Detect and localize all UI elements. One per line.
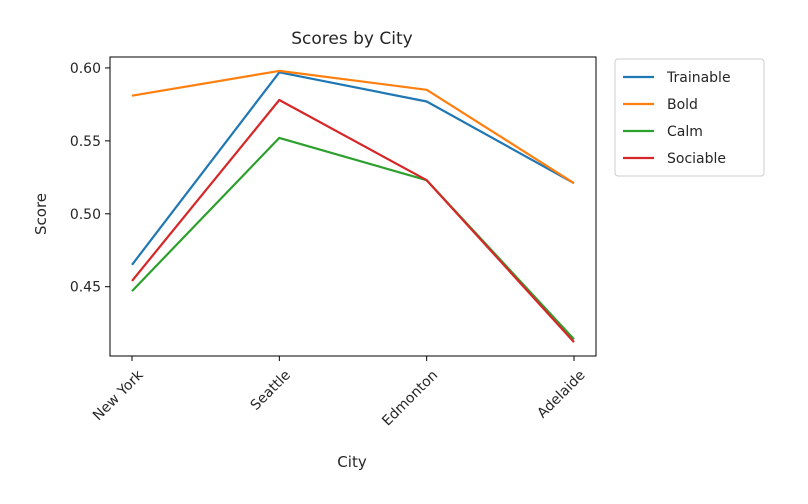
x-tick-label: Adelaide (534, 367, 588, 421)
series-line-bold (131, 69, 575, 185)
series-line-sociable (131, 98, 575, 343)
series-line-calm (131, 136, 575, 340)
x-axis: New York Seattle Edmonton Adelaide (90, 356, 589, 429)
y-axis-label: Score (32, 193, 50, 235)
legend-box (614, 58, 765, 177)
y-tick-label: 0.50 (70, 207, 101, 223)
x-axis-label: City (337, 453, 367, 471)
plot-area (109, 56, 597, 357)
legend-label-bold: Bold (667, 97, 698, 113)
y-tick-label: 0.60 (70, 61, 101, 77)
x-tick-label: Seattle (248, 367, 294, 413)
chart-title: Scores by City (291, 29, 412, 49)
legend-label-trainable: Trainable (666, 70, 731, 86)
y-tick-label: 0.55 (70, 134, 101, 150)
legend-label-sociable: Sociable (667, 151, 726, 167)
x-tick-label: Edmonton (379, 367, 441, 429)
x-tick-label: New York (90, 367, 147, 424)
legend-label-calm: Calm (667, 124, 703, 140)
y-tick-label: 0.45 (70, 280, 101, 296)
series-lines (131, 69, 575, 343)
legend: Trainable Bold Calm Sociable (614, 58, 765, 177)
series-line-trainable (131, 71, 575, 266)
y-axis: 0.45 0.50 0.55 0.60 (70, 61, 110, 296)
